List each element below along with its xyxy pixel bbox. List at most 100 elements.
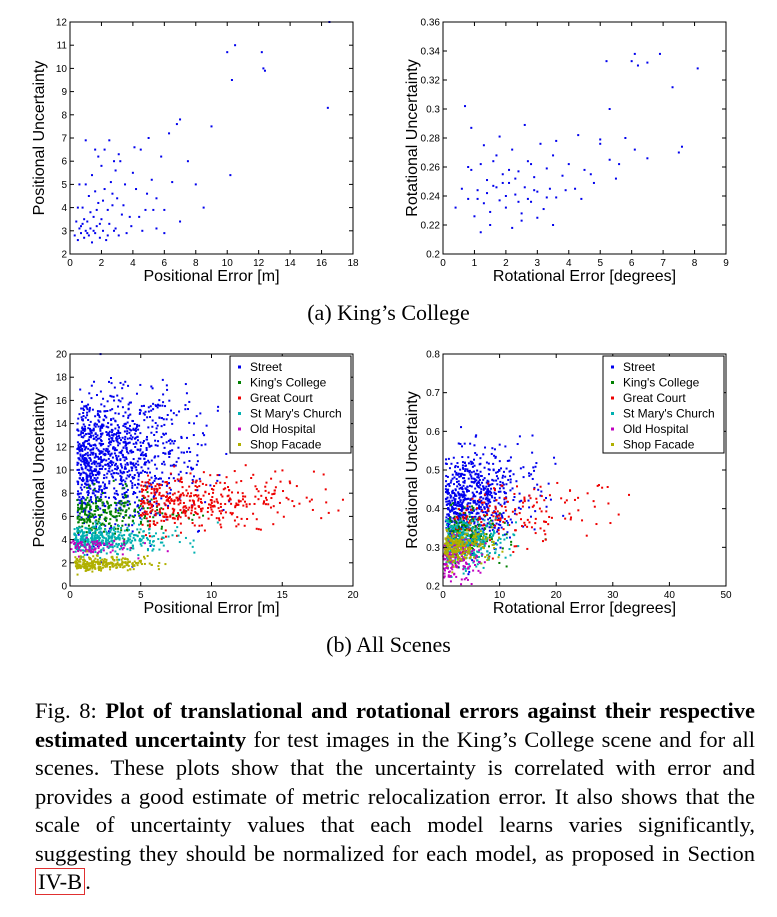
data-point <box>461 558 464 561</box>
x-axis-title: Rotational Error [degrees] <box>493 600 676 617</box>
data-point <box>497 502 500 505</box>
data-point <box>505 565 508 568</box>
data-point <box>473 548 476 551</box>
data-point <box>285 496 288 499</box>
data-point <box>119 463 122 466</box>
data-point <box>122 546 125 549</box>
data-point <box>444 488 447 491</box>
data-point <box>462 557 465 560</box>
data-point <box>447 527 450 530</box>
data-point <box>159 483 162 486</box>
data-point <box>446 559 449 562</box>
data-point <box>100 489 103 492</box>
data-point <box>163 446 166 449</box>
data-point <box>543 520 546 523</box>
data-point <box>482 537 485 540</box>
data-point <box>481 543 484 546</box>
data-point <box>139 457 142 460</box>
data-point <box>461 544 464 547</box>
data-point <box>117 399 120 402</box>
data-point <box>124 422 127 425</box>
data-point <box>132 450 135 453</box>
data-point <box>147 137 150 139</box>
data-point <box>460 545 463 548</box>
section-ref-link[interactable]: IV-B <box>35 868 86 895</box>
data-point <box>100 467 103 470</box>
data-point <box>469 547 472 550</box>
data-point <box>195 512 198 515</box>
data-point <box>531 477 534 480</box>
data-point <box>76 516 79 519</box>
data-point <box>112 476 115 479</box>
data-point <box>167 496 170 499</box>
data-point <box>150 409 153 412</box>
data-point <box>125 528 128 531</box>
data-point <box>158 493 161 496</box>
data-point <box>156 508 159 511</box>
data-point <box>86 220 89 223</box>
data-point <box>79 388 82 391</box>
data-point <box>84 482 87 485</box>
data-point <box>502 528 505 531</box>
data-point <box>146 513 149 516</box>
data-point <box>114 448 117 451</box>
data-point <box>568 512 571 515</box>
data-point <box>99 390 102 393</box>
data-point <box>531 434 534 437</box>
data-point <box>147 426 150 429</box>
data-point <box>508 181 511 184</box>
data-point <box>452 483 455 486</box>
data-point <box>124 467 127 470</box>
data-point <box>532 504 535 507</box>
data-point <box>596 484 599 487</box>
data-point <box>95 480 98 483</box>
data-point <box>482 534 485 537</box>
data-point <box>133 146 136 149</box>
data-point <box>276 511 279 514</box>
data-point <box>97 481 100 484</box>
data-point <box>124 444 127 447</box>
data-point <box>87 432 90 435</box>
data-point <box>100 444 103 447</box>
data-point <box>179 499 182 502</box>
data-point <box>81 457 84 460</box>
data-point <box>90 397 93 400</box>
data-point <box>120 482 123 485</box>
data-point <box>155 502 158 505</box>
data-point <box>236 516 239 519</box>
data-point <box>84 498 87 501</box>
data-point <box>121 472 124 475</box>
data-point <box>464 105 467 108</box>
data-point <box>470 126 473 129</box>
data-point <box>536 216 539 219</box>
data-point <box>459 442 462 445</box>
y-tick-label: 14 <box>56 419 68 430</box>
data-point <box>443 576 446 579</box>
data-point <box>75 538 78 541</box>
data-point <box>499 520 502 523</box>
x-tick-label: 20 <box>551 590 563 601</box>
data-point <box>141 523 144 526</box>
data-point <box>223 482 226 485</box>
data-point <box>499 546 502 549</box>
data-point <box>125 448 128 451</box>
data-point <box>100 450 103 453</box>
data-point <box>88 520 91 523</box>
data-point <box>467 477 470 480</box>
data-point <box>577 509 580 512</box>
data-point <box>228 497 231 500</box>
data-point <box>462 565 465 568</box>
data-point <box>542 208 545 211</box>
data-point <box>155 431 158 434</box>
data-point <box>82 415 85 418</box>
data-point <box>140 452 143 455</box>
data-point <box>473 458 476 461</box>
data-point <box>458 475 461 478</box>
data-point <box>205 424 208 427</box>
data-point <box>142 500 145 503</box>
data-point <box>118 436 121 439</box>
data-point <box>84 527 87 530</box>
data-point <box>459 531 462 534</box>
data-point <box>85 475 88 478</box>
data-point <box>89 430 92 433</box>
